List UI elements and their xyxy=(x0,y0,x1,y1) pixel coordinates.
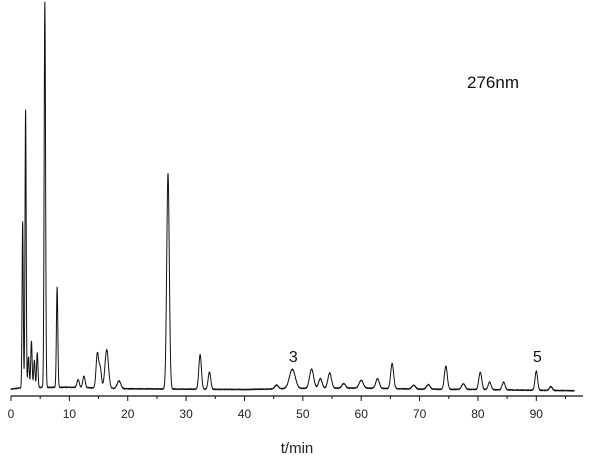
peak-label-3: 3 xyxy=(289,349,298,366)
x-ticks xyxy=(10,396,566,401)
peak-label-5: 5 xyxy=(533,349,542,366)
x-tick-labels: 0 10 20 30 40 50 60 70 80 90 xyxy=(8,407,544,421)
x-tick-label: 20 xyxy=(121,407,135,421)
x-tick-label: 90 xyxy=(530,407,544,421)
x-tick-label: 30 xyxy=(179,407,193,421)
chromatogram-trace xyxy=(10,1,575,392)
x-tick-label: 40 xyxy=(238,407,252,421)
x-tick-label: 0 xyxy=(8,407,15,421)
x-axis-title: t/min xyxy=(281,440,314,457)
wavelength-label: 276nm xyxy=(467,73,519,92)
x-tick-label: 80 xyxy=(471,407,485,421)
x-tick-label: 60 xyxy=(355,407,369,421)
x-tick-label: 50 xyxy=(296,407,310,421)
annotations: 276nm 3 5 xyxy=(289,73,542,366)
x-tick-label: 70 xyxy=(413,407,427,421)
x-tick-label: 10 xyxy=(63,407,77,421)
